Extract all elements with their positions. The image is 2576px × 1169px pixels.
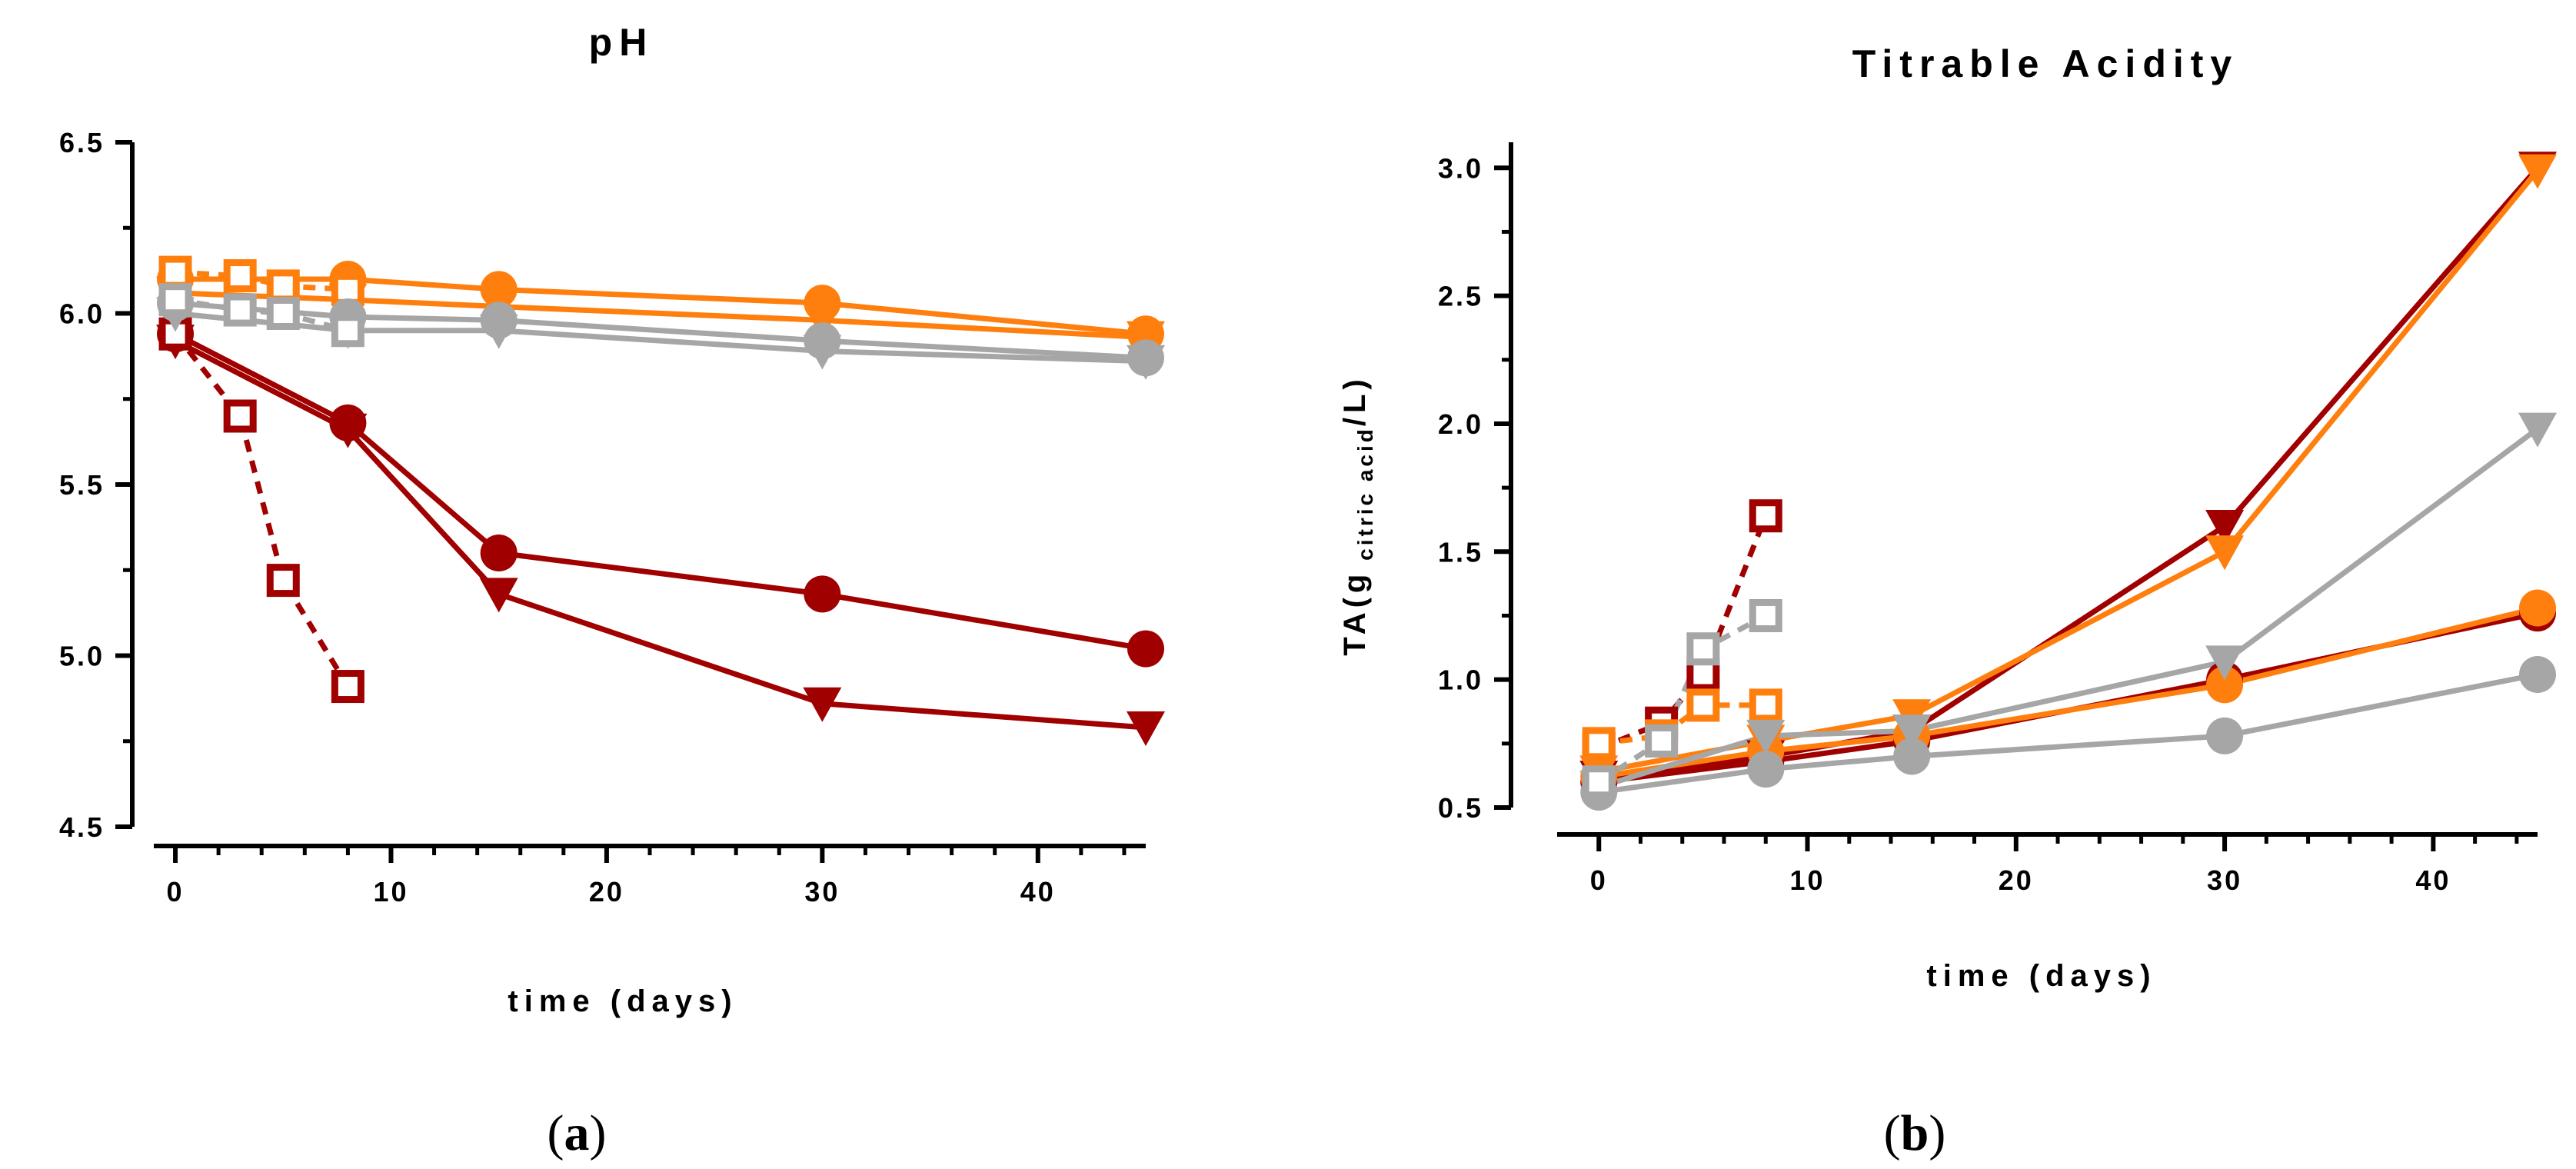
y-tick-label: 4.5 [59,811,105,843]
gray-triangle-point [803,335,842,370]
gray-square-point [1749,598,1782,632]
chart-ph: pH 4.5 5.0 5.5 6.0 6.5 0 10 20 30 40 time (days) (a) [59,21,1165,1161]
y-tick-label: 2.5 [1438,281,1483,312]
chart-title: pH [589,21,654,64]
chart-title: Titrable Acidity [1852,42,2238,85]
x-tick-label: 10 [1790,864,1825,896]
orange-triangle-point [2518,154,2557,189]
dark-red-square-point [266,564,300,598]
orange-triangle-point [2205,535,2245,571]
y-tick-label: 0.5 [1438,792,1483,824]
orange-triangle-point [803,304,842,339]
gray-circle-point [1893,738,1931,775]
gray-triangle-point [1127,345,1165,380]
orange-square-point [223,259,257,293]
gray-square-point [1645,724,1679,758]
orange-square-point [1686,688,1720,722]
dark-red-triangle-point [803,687,842,722]
x-tick-label: 20 [589,876,624,908]
gray-square-point [266,297,300,330]
orange-square-point [1582,727,1616,761]
gray-circle-point [2519,656,2556,693]
gray-square-point [158,283,192,317]
y-tick-label: 1.0 [1438,664,1483,696]
panel-label: (b) [1884,1105,1946,1161]
y-tick-label: 6.0 [59,298,105,330]
y-tick-label: 3.0 [1438,152,1483,184]
gray-square-point [331,314,364,348]
dark-red-square-point [223,399,257,433]
gray-circle-point [1747,751,1785,788]
gray-square-point [223,293,257,327]
dark-red-triangle-line [174,338,1147,731]
orange-square-line [175,269,348,292]
x-tick-label: 0 [1590,864,1608,896]
dark-red-circle-point [804,575,841,613]
x-tick-label: 20 [1999,864,2034,896]
dark-red-square-point [1749,499,1782,533]
gray-triangle-point [1892,714,1932,750]
y-tick-label: 5.5 [59,469,105,501]
dark-red-circle-line [174,331,1147,652]
dark-red-square-line [1597,515,1769,751]
orange-square-point [158,255,192,289]
x-axis-label: time (days) [508,984,737,1018]
orange-triangle-point [1127,321,1165,356]
x-tick-label: 40 [1020,876,1056,908]
x-axis-label: time (days) [1926,959,2156,993]
orange-square-point [266,269,300,303]
dark-red-circle-point [480,535,518,571]
y-axis-label: TA(g citric acid/L) [1338,375,1377,656]
gray-triangle-point [2518,412,2557,448]
panel-label: (a) [547,1105,607,1161]
dark-red-triangle-point [2205,510,2245,545]
gray-circle-line [1598,671,2538,795]
y-tick-label: 6.5 [59,127,105,158]
dark-red-triangle-point [479,578,518,613]
y-tick-label: 1.5 [1438,536,1483,568]
x-tick-label: 40 [2415,864,2451,896]
gray-triangle-point [2205,645,2245,681]
orange-triangle-line [1598,168,2540,774]
gray-square-point [1686,632,1720,666]
x-tick-label: 30 [804,876,840,908]
x-tick-label: 10 [373,876,408,908]
y-tick-label: 5.0 [59,641,105,672]
x-tick-label: 0 [167,876,185,908]
x-tick-label: 30 [2207,864,2242,896]
dark-red-square-line [173,332,351,688]
y-tick-label: 2.0 [1438,408,1483,440]
orange-circle-point [2206,666,2244,704]
dark-red-circle-point [1127,630,1164,668]
gray-square-line [175,297,349,334]
gray-triangle-point [1746,719,1786,754]
gray-triangle-line [1598,426,2540,790]
orange-square-line [1598,702,1766,747]
dark-red-triangle-line [1598,165,2540,780]
dark-red-square-point [331,670,364,704]
orange-square-point [1749,688,1782,722]
gray-triangle-point [479,314,518,349]
dark-red-triangle-point [1127,711,1165,746]
dark-red-triangle-point [328,413,368,448]
chart-titrable-acidity: Titrable Acidity 0.5 1.0 1.5 2.0 2.5 3.0 0 10 20 3… [1338,42,2557,1161]
gray-square-point [1582,765,1616,799]
gray-circle-point [2206,717,2244,754]
orange-circle-point [2519,589,2556,627]
